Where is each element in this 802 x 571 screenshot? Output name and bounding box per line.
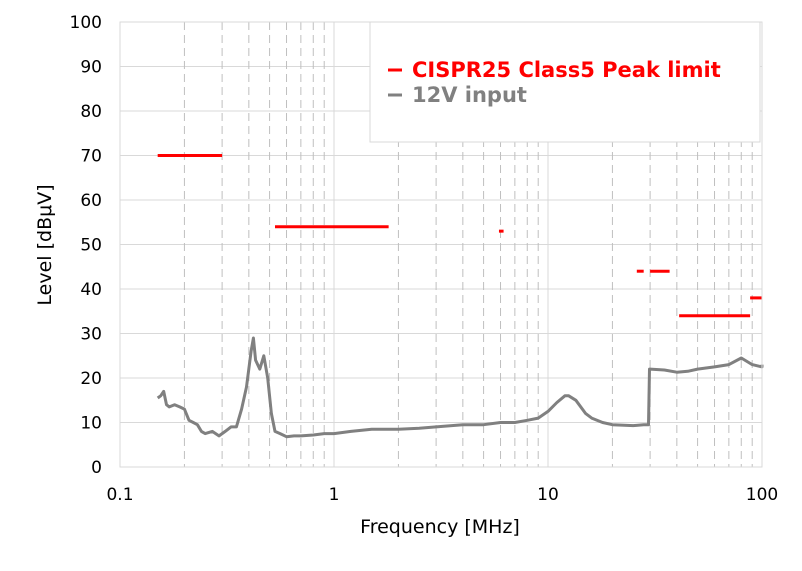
- y-tick-label: 0: [91, 458, 102, 478]
- limit-line-series: [157, 154, 762, 318]
- legend-box: [369, 21, 761, 143]
- y-tick-label: 20: [80, 369, 102, 389]
- y-tick-label: 40: [80, 280, 102, 300]
- y-tick-label: 80: [80, 102, 102, 122]
- legend: CISPR25 Class5 Peak limit 12V input: [369, 21, 761, 143]
- y-tick-label: 50: [80, 236, 102, 256]
- y-tick-label: 100: [70, 13, 102, 33]
- x-tick-labels: 0.1 1 10 100: [106, 485, 778, 505]
- x-tick-label: 0.1: [106, 485, 133, 505]
- measured-line-12v-input: [156, 336, 764, 439]
- legend-label-limit: CISPR25 Class5 Peak limit: [412, 58, 721, 82]
- x-tick-label: 100: [746, 485, 778, 505]
- y-tick-label: 70: [80, 147, 102, 167]
- x-tick-label: 1: [329, 485, 340, 505]
- y-tick-label: 90: [80, 58, 102, 78]
- y-axis-title: Level [dBμV]: [34, 184, 56, 305]
- y-tick-label: 60: [80, 191, 102, 211]
- x-tick-label: 10: [537, 485, 559, 505]
- y-tick-labels: 0 10 20 30 40 50 60 70 80 90 100: [70, 13, 102, 478]
- legend-label-12v-input: 12V input: [412, 83, 527, 107]
- y-tick-label: 30: [80, 325, 102, 345]
- x-axis-title: Frequency [MHz]: [360, 516, 520, 538]
- y-tick-label: 10: [80, 414, 102, 434]
